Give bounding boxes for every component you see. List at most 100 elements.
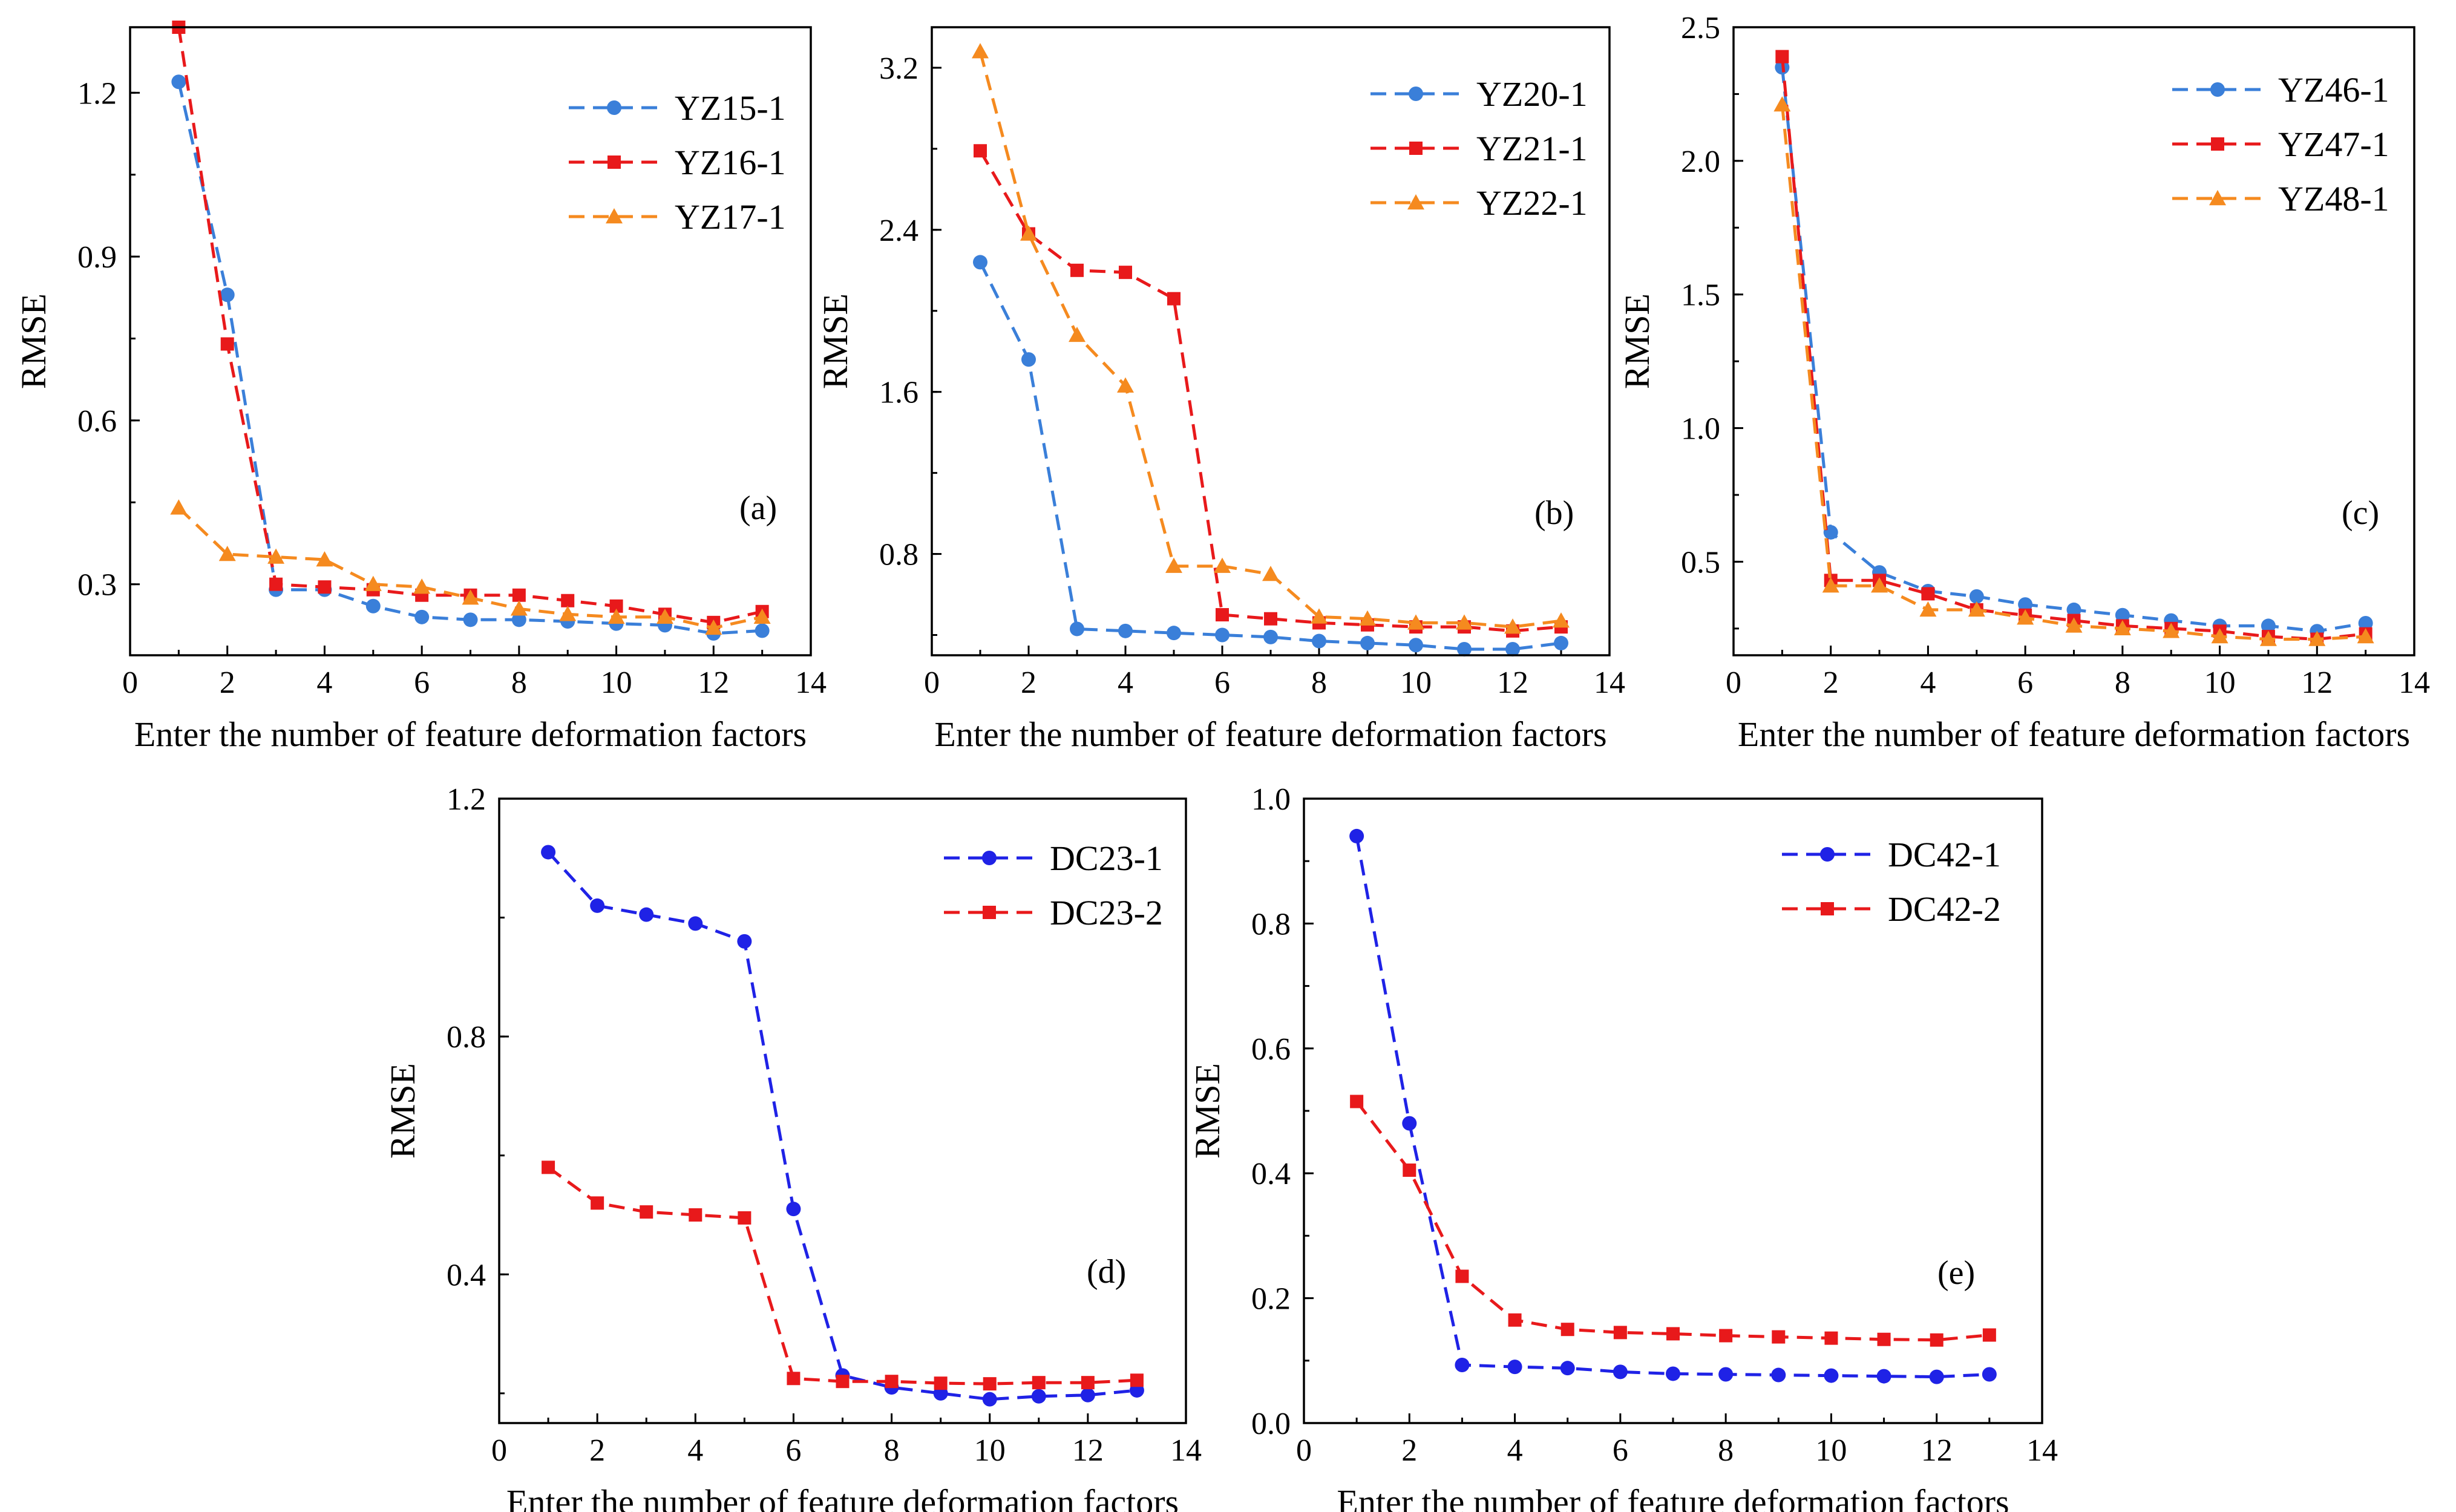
x-tick-label: 6 [2017, 666, 2033, 700]
x-tick-label: 8 [1311, 666, 1327, 700]
x-tick-label: 4 [1118, 666, 1133, 700]
legend-entry: YZ46-1 [2172, 70, 2389, 110]
data-point [1409, 638, 1423, 653]
data-point [1167, 292, 1181, 306]
data-point [972, 43, 989, 59]
x-tick-label: 12 [698, 666, 729, 700]
x-tick-label: 14 [2399, 666, 2430, 700]
legend-entry: YZ21-1 [1370, 129, 1588, 168]
data-point [1263, 629, 1278, 644]
data-point [541, 845, 556, 860]
legend-marker [607, 100, 621, 115]
data-point [755, 623, 770, 638]
legend-label: YZ17-1 [675, 197, 786, 237]
data-point [2017, 609, 2034, 625]
legend-entry: DC42-2 [1782, 889, 2001, 929]
data-point [318, 580, 332, 594]
panel-label: (c) [2342, 494, 2379, 532]
data-point [1877, 1332, 1891, 1346]
data-point [1553, 612, 1570, 628]
data-point [1215, 627, 1230, 643]
data-point [1507, 1360, 1522, 1375]
data-point [1921, 587, 1935, 601]
data-point [1822, 577, 1839, 593]
y-tick-label: 0.3 [77, 568, 117, 603]
chart-panel-2: 0 2 4 6 8 10 12 14 0.8 1.6 2.4 3.2 Enter the number … [816, 26, 1625, 754]
data-point [463, 612, 478, 627]
chart-panel-4: 0 2 4 6 8 10 12 14 0.4 0.8 1.2 Enter the number of … [383, 782, 1202, 1512]
y-tick-label: 0.6 [77, 404, 117, 439]
data-point [656, 608, 673, 624]
legend-entry: DC42-1 [1782, 835, 2001, 874]
series-line [978, 51, 1562, 629]
legend-label: YZ46-1 [2278, 70, 2389, 110]
legend-entry: DC23-2 [944, 893, 1163, 932]
data-point [2065, 617, 2083, 633]
data-point [1032, 1376, 1046, 1390]
plot-frame [129, 26, 812, 656]
data-point [267, 548, 285, 564]
series-line [978, 261, 1562, 651]
y-tick-label: 0.4 [447, 1258, 486, 1292]
y-axis-title: RMSE [1188, 1063, 1227, 1159]
x-tick-label: 14 [795, 666, 827, 700]
data-point [1666, 1366, 1680, 1381]
legend-entry: YZ20-1 [1370, 74, 1588, 114]
data-point [1773, 96, 1791, 112]
x-tick-label: 4 [1920, 666, 1936, 700]
data-point [1455, 1269, 1469, 1283]
data-point [2115, 607, 2130, 623]
data-point [220, 337, 234, 351]
data-point [1349, 828, 1364, 843]
legend-label: YZ22-1 [1476, 183, 1588, 223]
data-point [1969, 589, 1984, 604]
panel-label: (d) [1087, 1253, 1126, 1291]
data-point [1554, 635, 1568, 650]
legend-marker [1821, 902, 1834, 915]
y-tick-label: 1.2 [77, 76, 117, 111]
legend-marker [1407, 194, 1424, 210]
y-tick-label: 0.8 [447, 1020, 486, 1055]
data-point [1080, 1387, 1095, 1402]
data-point [1982, 1328, 1996, 1342]
legend-label: DC23-2 [1050, 893, 1163, 932]
legend-label: YZ16-1 [675, 143, 786, 182]
panel-label: (b) [1534, 494, 1574, 532]
legend-marker [606, 208, 623, 224]
y-tick-label: 0.4 [1251, 1157, 1291, 1191]
data-point [1130, 1373, 1144, 1387]
x-tick-label: 4 [687, 1433, 703, 1468]
plot-frame [931, 26, 1611, 656]
data-point [1360, 635, 1375, 650]
data-point [1117, 377, 1134, 393]
legend-entry: YZ17-1 [569, 197, 786, 237]
data-point [753, 608, 771, 624]
x-axis-title: Enter the number of feature deformation … [1337, 1482, 2009, 1512]
data-point [1456, 614, 1473, 630]
y-tick-label: 1.6 [879, 376, 919, 410]
series-line [547, 851, 1138, 1401]
x-tick-label: 0 [491, 1433, 507, 1468]
data-point [2163, 623, 2180, 638]
data-point [737, 934, 752, 949]
x-tick-label: 4 [1507, 1433, 1523, 1468]
plot-frame [1303, 797, 2043, 1424]
data-point [559, 606, 577, 621]
x-tick-label: 4 [316, 666, 332, 700]
data-point [316, 551, 333, 567]
legend-marker [2211, 137, 2224, 151]
data-point [2211, 628, 2228, 644]
legend-label: DC42-1 [1888, 835, 2001, 874]
legend-label: YZ15-1 [675, 88, 786, 128]
data-point [590, 898, 605, 913]
data-point [1264, 612, 1277, 626]
x-axis-title: Enter the number of feature deformation … [934, 715, 1606, 754]
y-axis-title: RMSE [14, 293, 53, 389]
x-tick-label: 2 [220, 666, 235, 700]
data-point [1560, 1323, 1574, 1337]
x-tick-label: 8 [2115, 666, 2130, 700]
x-tick-label: 2 [1021, 666, 1036, 700]
plot-frame [498, 797, 1187, 1424]
panel-label: (a) [739, 489, 777, 527]
data-point [510, 600, 528, 616]
